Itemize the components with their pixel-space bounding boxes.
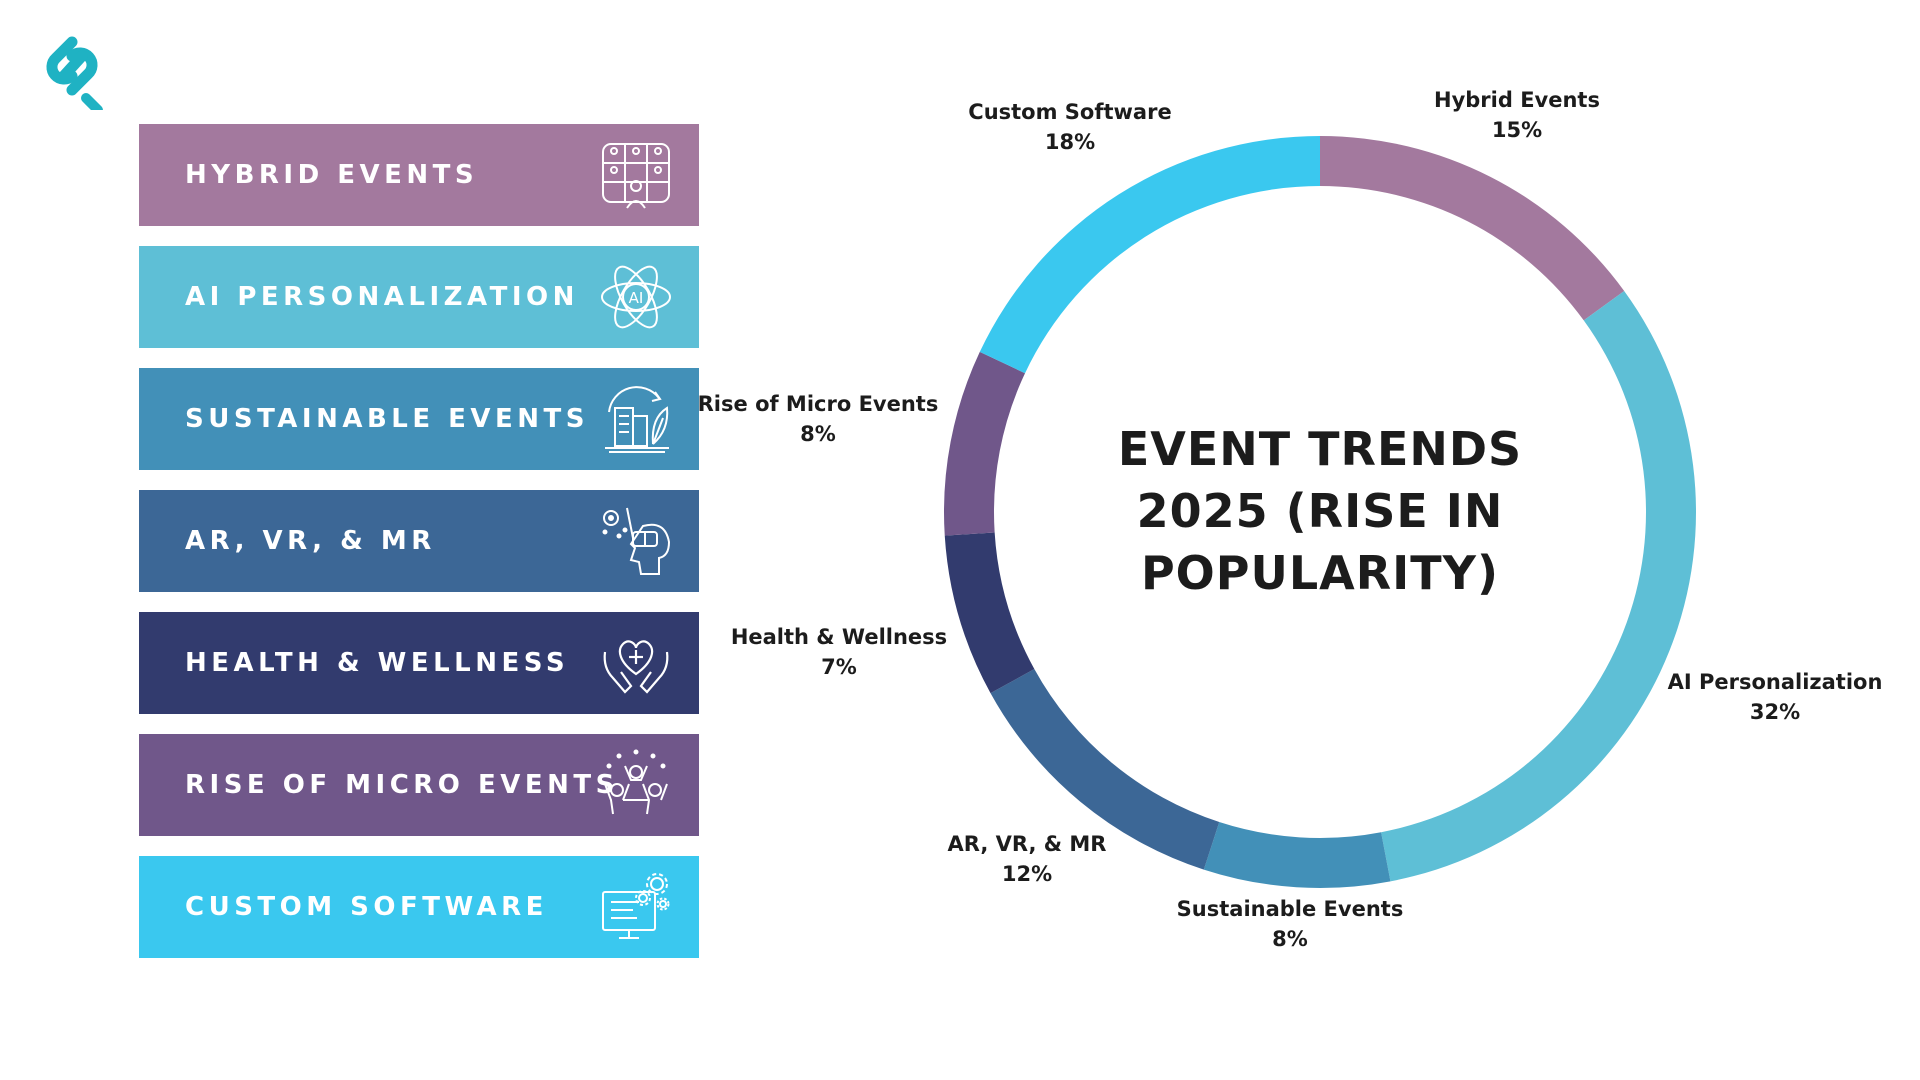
donut-slice[interactable] [1203,822,1391,888]
brand-logo-icon [46,36,103,110]
legend-item-ar-vr-mr[interactable]: AR, VR, & MR [139,490,699,592]
donut-slice[interactable] [1320,136,1625,321]
legend-item-custom-software[interactable]: CUSTOM SOFTWARE [139,856,699,958]
heart-hands-icon [599,626,673,700]
donut-slice[interactable] [1381,290,1696,882]
chart-title-line: EVENT TRENDS [1117,422,1523,476]
slice-value-label: 12% [1002,862,1052,886]
slice-value-label: 18% [1045,130,1095,154]
chart-legend: HYBRID EVENTS AI PERSONALIZATION AI [139,124,699,978]
virtual-audience-icon [599,138,673,212]
donut-slice[interactable] [944,532,1035,694]
legend-label: HYBRID EVENTS [185,160,479,190]
legend-label: AR, VR, & MR [185,526,436,556]
slice-name-label: AI Personalization [1668,670,1883,694]
legend-label: CUSTOM SOFTWARE [185,892,548,922]
slice-value-label: 15% [1492,118,1542,142]
legend-label: HEALTH & WELLNESS [185,648,570,678]
slice-name-label: Custom Software [968,100,1171,124]
legend-item-rise-of-micro-events[interactable]: RISE OF MICRO EVENTS [139,734,699,836]
slice-value-label: 8% [1272,927,1308,951]
legend-item-ai-personalization[interactable]: AI PERSONALIZATION AI [139,246,699,348]
donut-slice[interactable] [944,351,1026,536]
svg-text:AI: AI [629,289,644,307]
slice-name-label: Rise of Micro Events [698,392,939,416]
slice-value-label: 8% [800,422,836,446]
chart-title-line: 2025 (RISE IN [1136,484,1504,538]
celebrating-people-icon [599,748,673,822]
slice-value-label: 32% [1750,700,1800,724]
slice-name-label: Health & Wellness [731,625,947,649]
chart-title-line: POPULARITY) [1140,546,1500,600]
ai-atom-icon: AI [599,260,673,334]
slice-name-label: Hybrid Events [1434,88,1600,112]
chart-title: EVENT TRENDS 2025 (RISE IN POPULARITY) [1080,418,1560,604]
slice-name-label: Sustainable Events [1177,897,1404,921]
legend-item-sustainable-events[interactable]: SUSTAINABLE EVENTS [139,368,699,470]
donut-slice[interactable] [990,669,1220,870]
legend-label: AI PERSONALIZATION [185,282,579,312]
legend-item-hybrid-events[interactable]: HYBRID EVENTS [139,124,699,226]
vr-headset-icon [599,504,673,578]
software-gear-icon [599,870,673,944]
eco-building-icon [599,382,673,456]
slice-value-label: 7% [821,655,857,679]
legend-item-health-wellness[interactable]: HEALTH & WELLNESS [139,612,699,714]
legend-label: RISE OF MICRO EVENTS [185,770,619,800]
donut-slice[interactable] [979,135,1320,374]
legend-label: SUSTAINABLE EVENTS [185,404,590,434]
slice-name-label: AR, VR, & MR [948,832,1107,856]
